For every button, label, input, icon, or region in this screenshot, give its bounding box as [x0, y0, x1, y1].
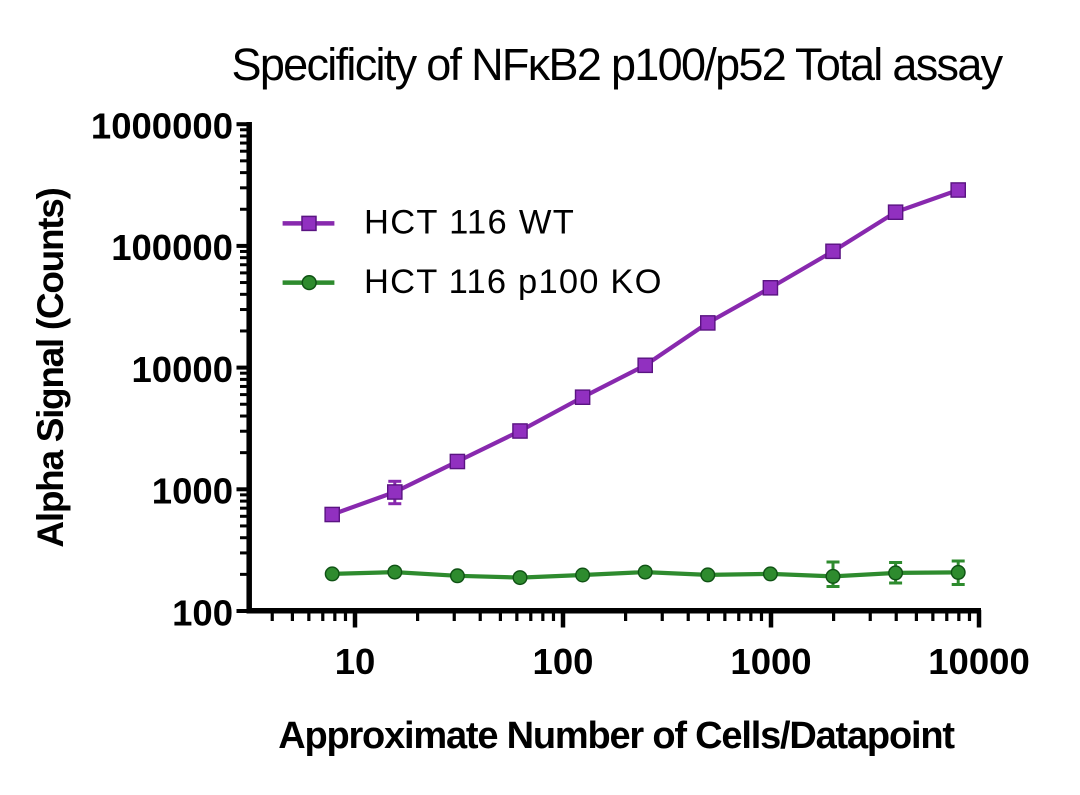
svg-text:1000000: 1000000 [91, 106, 233, 147]
svg-text:10: 10 [335, 641, 376, 682]
svg-text:1000: 1000 [152, 471, 233, 512]
svg-text:10000: 10000 [132, 349, 234, 390]
svg-text:100: 100 [533, 641, 594, 682]
svg-text:HCT 116 p100 KO: HCT 116 p100 KO [364, 263, 663, 301]
svg-text:100: 100 [172, 592, 233, 633]
svg-text:1000: 1000 [730, 641, 811, 682]
svg-text:Approximate Number of Cells/Da: Approximate Number of Cells/Datapoint [278, 715, 955, 757]
svg-text:10000: 10000 [928, 641, 1030, 682]
svg-text:Alpha Signal (Counts): Alpha Signal (Counts) [30, 188, 71, 547]
svg-text:100000: 100000 [111, 227, 233, 268]
svg-text:HCT 116 WT: HCT 116 WT [364, 204, 575, 242]
svg-text:Specificity of NFκB2 p100/p52: Specificity of NFκB2 p100/p52 Total assa… [232, 39, 1004, 90]
